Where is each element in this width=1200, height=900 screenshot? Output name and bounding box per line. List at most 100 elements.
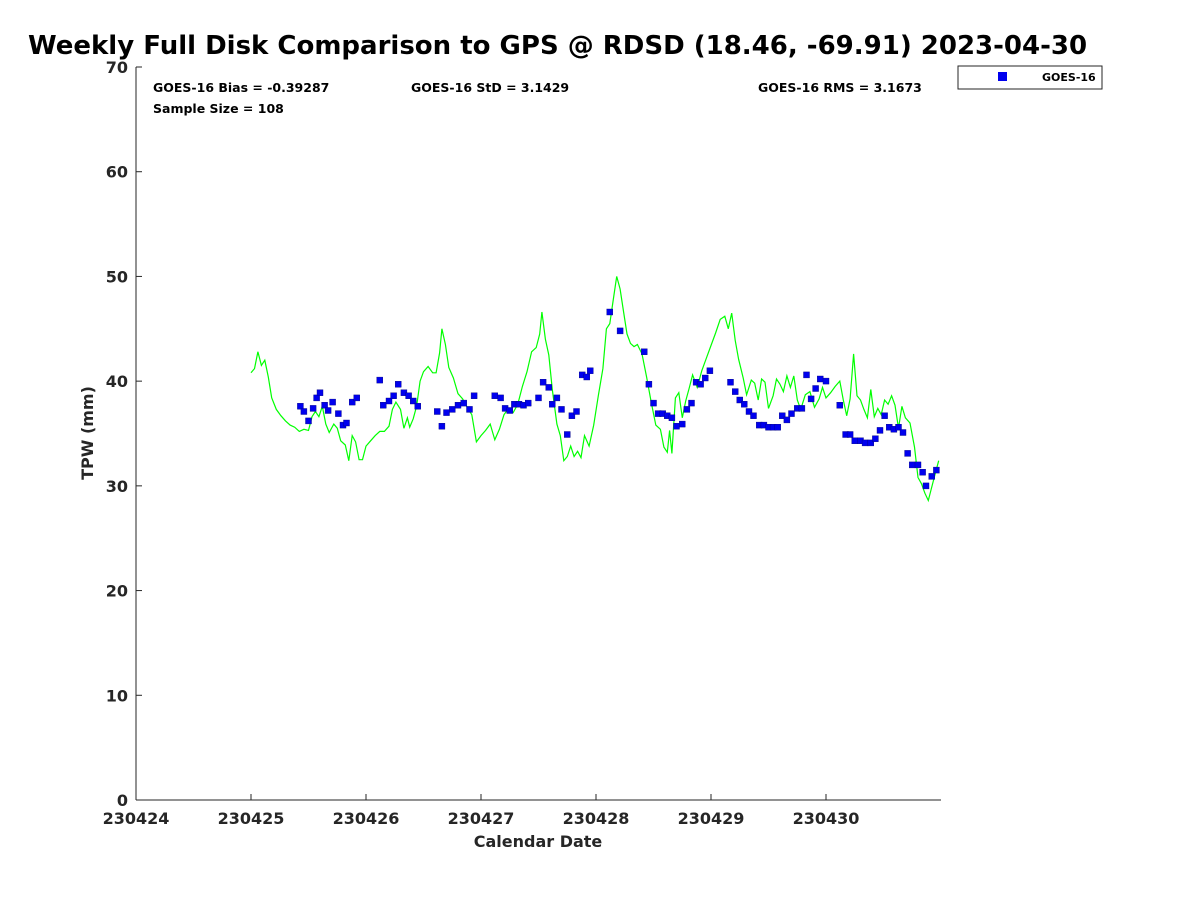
goes-16-point — [460, 399, 467, 407]
goes-16-point — [922, 482, 930, 490]
goes-16-point — [909, 461, 916, 469]
goes-16-point — [706, 367, 714, 374]
y-ticks: 0 10 20 30 40 50 60 70 — [106, 58, 142, 810]
y-tick-label: 20 — [106, 582, 128, 601]
goes-16-point — [390, 392, 397, 399]
goes-16-point — [846, 431, 854, 438]
goes-16-point — [933, 466, 940, 474]
goes-16-point — [564, 431, 571, 438]
y-axis-label: TPW (mm) — [78, 386, 97, 480]
goes-16-point — [861, 439, 869, 447]
goes-16-point — [683, 406, 691, 413]
y-tick-label: 70 — [106, 58, 128, 77]
chart-title: Weekly Full Disk Comparison to GPS @ RDS… — [28, 31, 1087, 61]
goes-16-point — [702, 374, 709, 382]
goes-16-point — [750, 412, 757, 419]
goes-16-point — [414, 403, 421, 410]
goes-16-point — [616, 327, 624, 335]
goes-16-point — [449, 406, 456, 413]
goes-16-point — [914, 461, 922, 469]
legend-box — [957, 65, 1103, 90]
goes-16-point — [736, 396, 743, 404]
goes-16-point — [549, 401, 556, 408]
goes-16-point — [745, 408, 753, 415]
goes-16-point — [732, 388, 739, 395]
goes-16-point — [380, 402, 387, 409]
x-tick-label: 230428 — [563, 809, 630, 828]
goes-16-point — [807, 395, 815, 403]
x-tick-label: 230427 — [448, 809, 515, 828]
goes-16-point — [679, 420, 686, 428]
goes-16-point — [438, 423, 446, 430]
goes-16-point — [539, 379, 547, 386]
goes-16-point — [779, 412, 786, 419]
goes-16-point — [741, 401, 748, 408]
goes-16-point — [497, 394, 504, 402]
stat-sample-size: Sample Size = 108 — [153, 101, 284, 116]
goes-16-point — [899, 429, 907, 436]
goes-16-point — [553, 394, 561, 402]
goes-16-point — [606, 308, 613, 316]
goes-16-point — [650, 399, 657, 407]
goes-16-point — [324, 407, 332, 414]
goes-16-point — [434, 408, 441, 415]
stat-std: GOES-16 StD = 3.1429 — [411, 80, 569, 95]
goes-16-point — [673, 423, 680, 430]
stat-rms: GOES-16 RMS = 3.1673 — [758, 80, 922, 95]
goes-16-point — [573, 408, 580, 415]
goes-16-point — [697, 381, 704, 388]
gps-series — [250, 276, 940, 503]
goes-16-point — [867, 439, 874, 447]
x-tick-label: 230430 — [793, 809, 860, 828]
y-tick-label: 50 — [106, 267, 128, 286]
goes-16-point — [798, 405, 806, 412]
goes-16-point — [313, 394, 320, 402]
goes-16-point — [410, 397, 417, 405]
goes-16-point — [466, 406, 473, 413]
goes-16-point — [376, 376, 383, 384]
goes-16-point — [343, 419, 350, 427]
goes-16-point — [305, 417, 312, 425]
goes-16-point — [535, 394, 542, 402]
goes-16-point — [904, 450, 911, 457]
goes-16-point — [316, 389, 324, 396]
gps-line — [250, 276, 940, 503]
legend-label-goes-16: GOES-16 — [1042, 71, 1096, 84]
goes-series — [297, 308, 940, 490]
goes-16-point — [583, 373, 590, 381]
goes-16-point — [817, 375, 824, 383]
stat-bias: GOES-16 Bias = -0.39287 — [153, 80, 329, 95]
goes-16-point — [928, 473, 935, 480]
goes-16-point — [470, 392, 478, 399]
goes-16-point — [774, 424, 781, 431]
goes-16-point — [568, 412, 576, 419]
x-tick-label: 230426 — [333, 809, 400, 828]
goes-16-point — [443, 409, 450, 416]
goes-16-point — [558, 406, 565, 413]
goes-16-point — [688, 399, 695, 407]
y-tick-label: 30 — [106, 477, 128, 496]
y-tick-label: 10 — [106, 686, 128, 705]
legend-marker-goes-16 — [998, 72, 1007, 81]
goes-16-point — [876, 427, 884, 434]
x-tick-label: 230424 — [103, 809, 170, 828]
x-axis-label: Calendar Date — [474, 832, 603, 851]
goes-16-point — [788, 410, 795, 417]
goes-16-point — [545, 384, 552, 391]
goes-16-point — [329, 398, 336, 406]
goes-16-point — [668, 414, 676, 421]
y-tick-label: 60 — [106, 163, 128, 182]
goes-16-point — [395, 381, 402, 388]
goes-16-point — [309, 405, 317, 412]
goes-16-point — [297, 403, 304, 410]
goes-16-point — [385, 397, 393, 405]
goes-16-point — [454, 402, 462, 409]
goes-16-point — [803, 371, 810, 379]
goes-16-point — [300, 408, 308, 415]
goes-16-point — [812, 385, 819, 392]
goes-16-point — [645, 381, 653, 388]
y-tick-label: 0 — [117, 791, 128, 810]
goes-16-point — [872, 435, 879, 442]
goes-16-point — [641, 348, 648, 355]
